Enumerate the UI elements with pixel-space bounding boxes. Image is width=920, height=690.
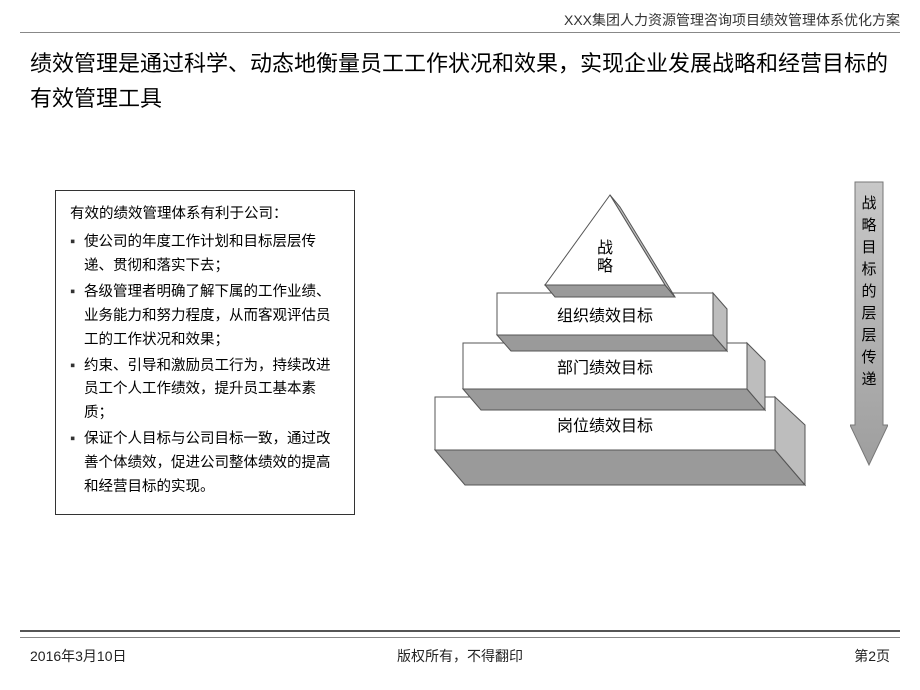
list-item: 使公司的年度工作计划和目标层层传递、贯彻和落实下去； <box>70 231 340 279</box>
svg-text:战: 战 <box>861 195 876 212</box>
svg-text:标: 标 <box>861 261 876 278</box>
footer-date: 2016年3月10日 <box>30 646 127 666</box>
svg-text:的: 的 <box>861 283 876 300</box>
pyramid-label-3: 部门绩效目标 <box>557 359 653 377</box>
pyramid-label-1b: 略 <box>597 257 613 275</box>
cascade-arrow: 战 略 目 标 的 层 层 传 递 <box>850 180 888 470</box>
svg-text:略: 略 <box>861 217 876 234</box>
pyramid-label-4: 岗位绩效目标 <box>557 417 653 435</box>
pyramid-level-3: 部门绩效目标 <box>435 343 775 410</box>
list-item: 保证个人目标与公司目标一致，通过改善个体绩效，促进公司整体绩效的提高和经营目标的… <box>70 428 340 500</box>
page-title: 绩效管理是通过科学、动态地衡量员工工作状况和效果，实现企业发展战略和经营目标的有… <box>30 46 890 116</box>
pyramid-label-2: 组织绩效目标 <box>557 307 653 325</box>
footer-page: 第2页 <box>854 646 890 666</box>
header-subtitle: XXX集团人力资源管理咨询项目绩效管理体系优化方案 <box>564 10 900 30</box>
benefits-box-title: 有效的绩效管理体系有利于公司： <box>70 203 340 227</box>
svg-text:层: 层 <box>861 305 876 322</box>
footer-divider-thick <box>20 630 900 632</box>
benefits-list: 使公司的年度工作计划和目标层层传递、贯彻和落实下去； 各级管理者明确了解下属的工… <box>70 231 340 500</box>
svg-text:传: 传 <box>861 349 876 366</box>
pyramid-label-1a: 战 <box>597 239 613 257</box>
svg-text:目: 目 <box>861 239 876 256</box>
footer: 2016年3月10日 版权所有，不得翻印 第2页 <box>30 646 890 666</box>
footer-copyright: 版权所有，不得翻印 <box>397 646 523 666</box>
benefits-box: 有效的绩效管理体系有利于公司： 使公司的年度工作计划和目标层层传递、贯彻和落实下… <box>55 190 355 515</box>
pyramid-diagram: 岗位绩效目标 部门绩效目标 组织绩效目标 战 略 <box>405 175 840 515</box>
pyramid-level-1: 战 略 <box>545 195 675 297</box>
footer-divider-thin <box>20 637 900 638</box>
list-item: 各级管理者明确了解下属的工作业绩、业务能力和努力程度，从而客观评估员工的工作状况… <box>70 281 340 353</box>
svg-text:层: 层 <box>861 327 876 344</box>
svg-text:递: 递 <box>861 371 876 388</box>
header-divider <box>20 32 900 33</box>
list-item: 约束、引导和激励员工行为，持续改进员工个人工作绩效，提升员工基本素质； <box>70 355 340 427</box>
pyramid-level-2: 组织绩效目标 <box>497 293 727 351</box>
